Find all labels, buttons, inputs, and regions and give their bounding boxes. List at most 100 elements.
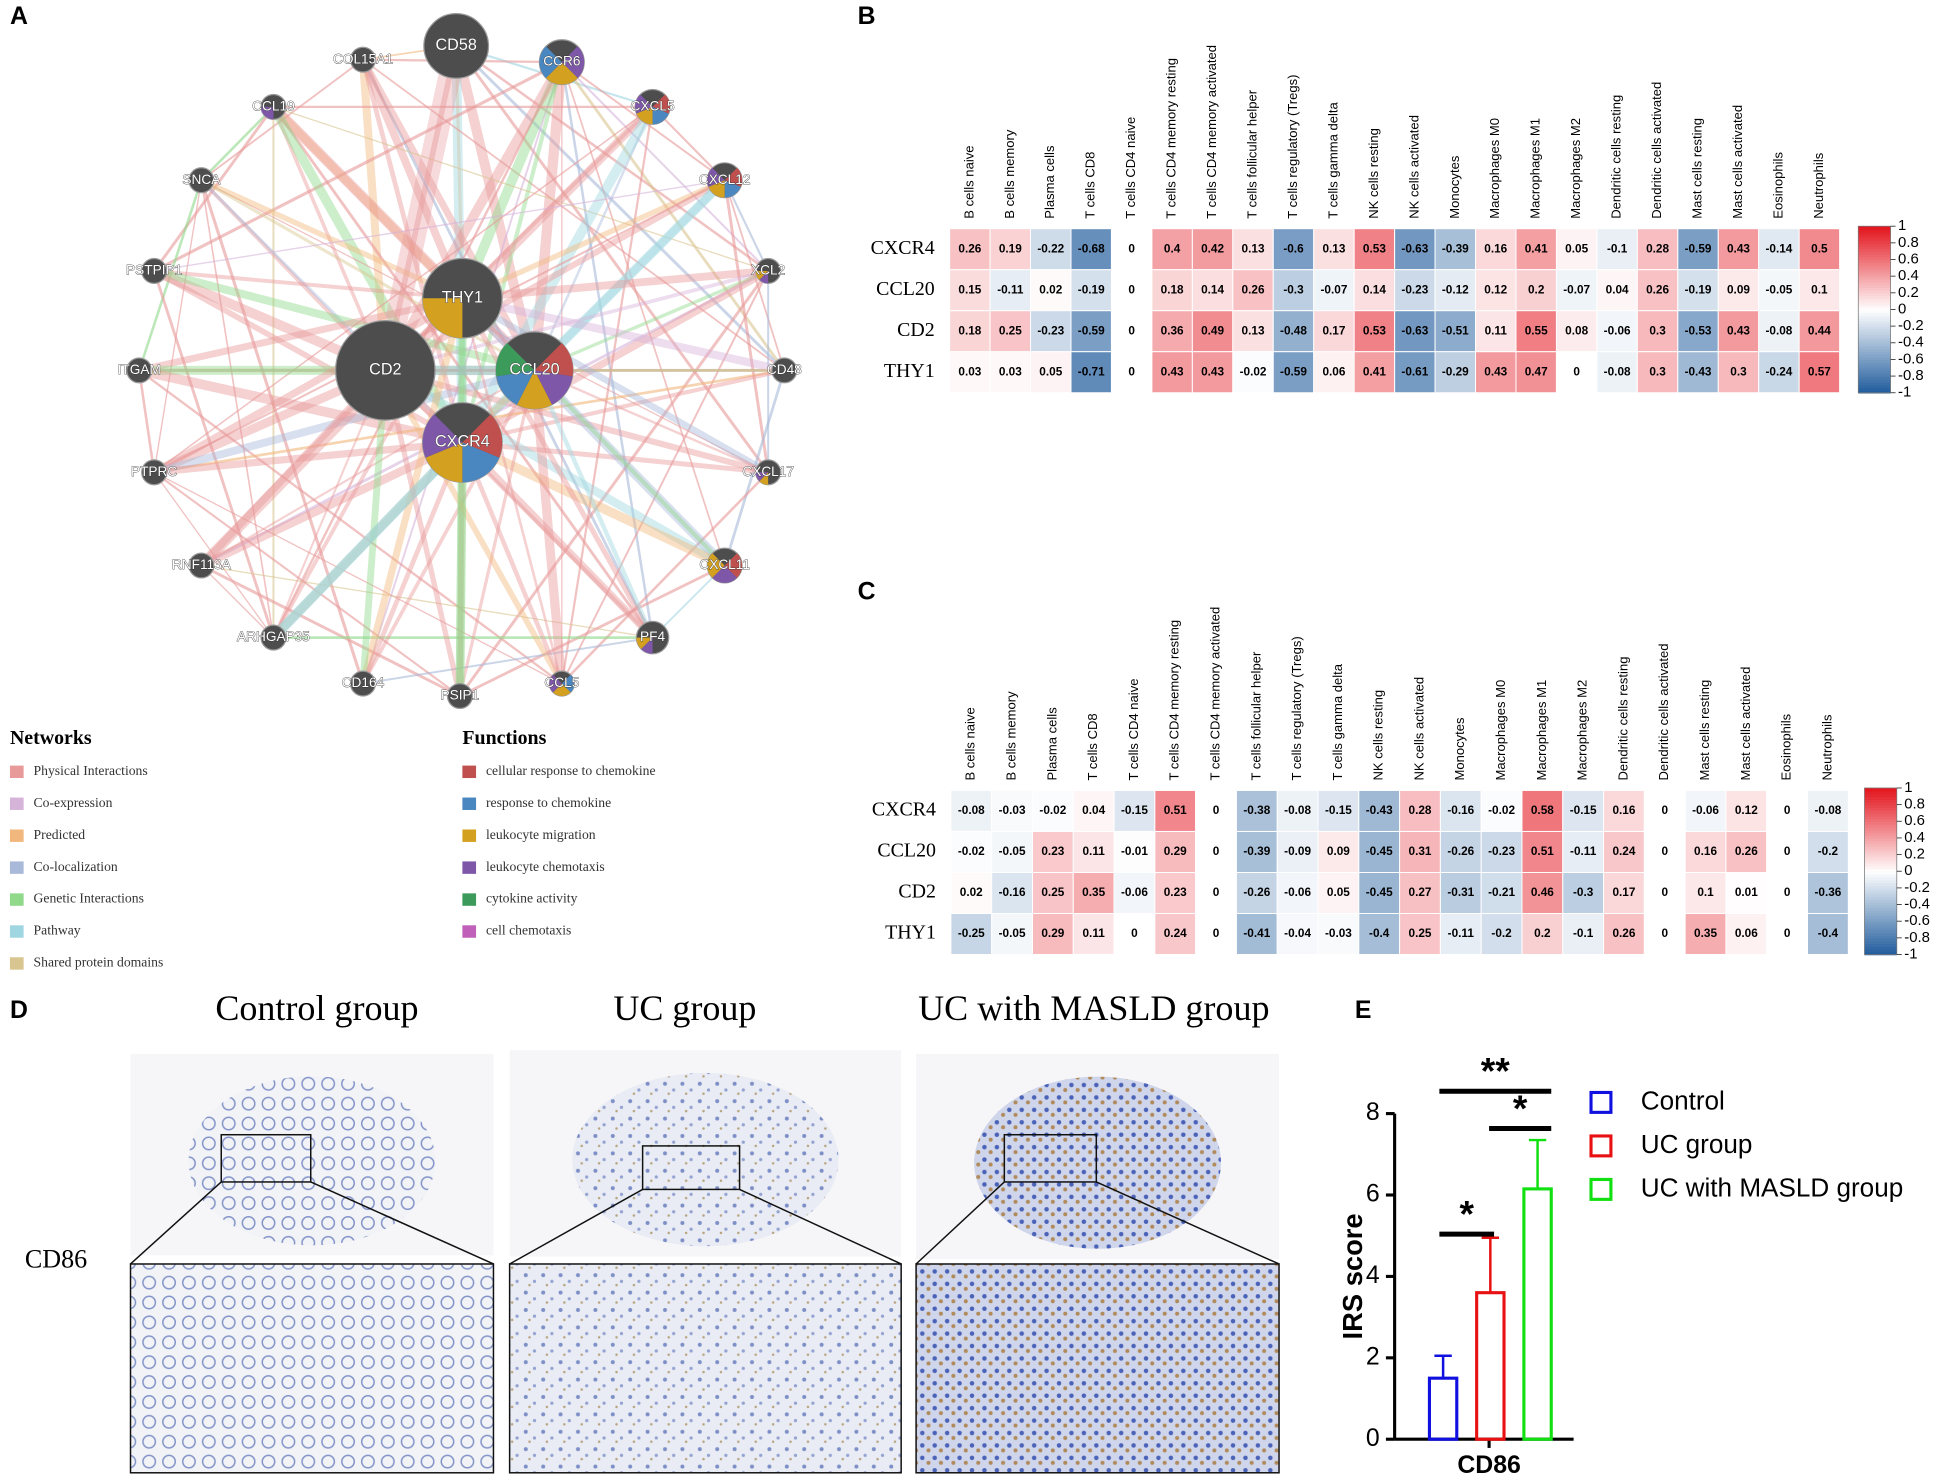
heat-cell xyxy=(1235,789,1278,832)
node-label: PSTPIP1 xyxy=(126,263,182,278)
edge xyxy=(459,564,726,698)
node: COL15A1 xyxy=(333,46,393,73)
cell-label: 0.1 xyxy=(1697,885,1714,899)
edge xyxy=(560,106,654,684)
heat-cell xyxy=(1434,351,1477,394)
colorbar-step xyxy=(1858,376,1891,380)
colorbar-step xyxy=(1864,932,1897,936)
legend-swatch xyxy=(9,797,24,810)
edge xyxy=(382,369,463,697)
heat-cell xyxy=(1684,789,1727,832)
column-label: T cells CD4 naive xyxy=(1126,679,1141,781)
heat-cell xyxy=(1313,351,1355,394)
node-wedge xyxy=(724,180,741,198)
column-label: B cells naive xyxy=(961,145,976,218)
edge xyxy=(455,44,786,372)
node: CXCL5 xyxy=(630,88,675,125)
colorbar-step xyxy=(1858,323,1891,327)
cell-label: -0.1 xyxy=(1573,926,1594,940)
colorbar-step xyxy=(1864,837,1897,842)
colorbar-step xyxy=(1864,899,1897,903)
heat-cell xyxy=(1677,351,1719,394)
cell-label: -0.11 xyxy=(1570,844,1597,858)
panel-label: D xyxy=(10,997,28,1024)
node-wedge xyxy=(516,370,552,409)
node-wedge xyxy=(553,683,571,696)
cell-label: -0.08 xyxy=(1814,803,1841,817)
cell-label: 0.16 xyxy=(1612,803,1635,817)
cell-label: -0.43 xyxy=(1366,803,1393,817)
cell-label: -0.05 xyxy=(999,926,1026,940)
heat-cell xyxy=(1798,351,1841,394)
colorbar-step xyxy=(1858,281,1891,286)
cell-label: 0.58 xyxy=(1531,803,1554,817)
colorbar-step xyxy=(1864,943,1897,947)
cell-label: 0.42 xyxy=(1201,241,1224,255)
node: ARHGAP35 xyxy=(237,624,311,651)
colorbar-step xyxy=(1858,334,1891,338)
cell-label: -0.68 xyxy=(1078,241,1105,255)
node-wedge xyxy=(496,370,535,405)
colorbar-step xyxy=(1858,317,1891,322)
edge xyxy=(273,106,769,272)
column-label: Macrophages M2 xyxy=(1568,118,1583,219)
panel-label: A xyxy=(10,3,28,30)
colorbar-step xyxy=(1858,345,1891,350)
heat-cell xyxy=(1031,830,1074,873)
legend-swatch xyxy=(1589,1134,1613,1158)
colorbar-step xyxy=(1858,359,1891,363)
colorbar-step xyxy=(1864,824,1897,828)
node-label: CXCL5 xyxy=(631,98,675,113)
column-label: T cells regulatory (Tregs) xyxy=(1289,636,1304,780)
column-label: Plasma cells xyxy=(1044,707,1059,781)
colorbar-tick-label: -0.2 xyxy=(1898,318,1924,334)
cell-label: 0.05 xyxy=(1565,241,1588,255)
node-wedge xyxy=(636,637,653,650)
cell-label: -0.53 xyxy=(1685,323,1712,337)
edge xyxy=(383,105,654,372)
heat-cell xyxy=(1725,830,1768,873)
column-label: T cells regulatory (Tregs) xyxy=(1285,74,1300,218)
heat-cell xyxy=(1358,913,1401,956)
cell-label: 0.08 xyxy=(1565,323,1588,337)
heat-cell xyxy=(1272,351,1315,394)
edge xyxy=(460,295,770,476)
cell-label: 0.05 xyxy=(1039,364,1062,378)
colorbar-step xyxy=(1858,384,1891,388)
edge xyxy=(723,179,786,371)
edge xyxy=(460,297,655,639)
cell-label: 0.43 xyxy=(1727,241,1750,255)
heat-cell xyxy=(1031,913,1074,956)
column-label: T cells CD4 memory activated xyxy=(1204,45,1219,219)
column-label: Macrophages M1 xyxy=(1534,680,1549,781)
edge xyxy=(529,61,567,371)
cell-label: 0 xyxy=(1661,926,1668,940)
node-wedge xyxy=(708,180,725,198)
heat-cell xyxy=(1807,871,1849,914)
row-label: THY1 xyxy=(885,922,936,944)
colorbar-step xyxy=(1864,799,1897,803)
colorbar-step xyxy=(1858,284,1891,289)
cell-label: 0.57 xyxy=(1808,364,1831,378)
column-label: T cells CD4 memory resting xyxy=(1167,620,1182,781)
heat-cell xyxy=(1636,228,1679,271)
edge xyxy=(361,369,537,685)
heat-cell xyxy=(1515,351,1557,394)
colorbar-step xyxy=(1858,306,1891,311)
node-label: CCL20 xyxy=(509,361,559,379)
legend-text: Physical Interactions xyxy=(34,763,148,778)
edge xyxy=(201,564,653,639)
cell-label: -0.25 xyxy=(958,926,985,940)
heat-cell xyxy=(1555,228,1598,271)
edge xyxy=(374,43,468,373)
cell-label: 0.43 xyxy=(1201,364,1224,378)
cell-label: -0.23 xyxy=(1488,844,1515,858)
colorbar-step xyxy=(1864,940,1897,945)
node-circle xyxy=(771,357,798,384)
heat-cell xyxy=(1596,310,1638,353)
cell-label: -0.08 xyxy=(1284,803,1311,817)
colorbar-step xyxy=(1858,342,1891,347)
colorbar-tick-label: 0.8 xyxy=(1904,797,1925,813)
heat-cell xyxy=(1358,789,1401,832)
